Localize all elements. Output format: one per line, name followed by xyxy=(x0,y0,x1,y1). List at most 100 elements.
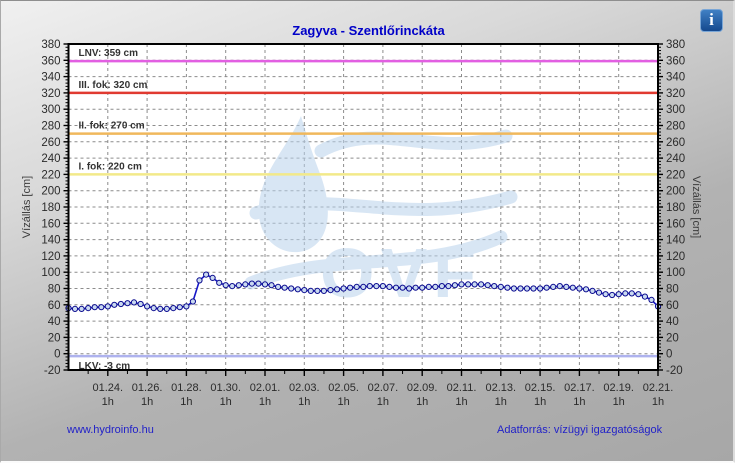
data-point-marker xyxy=(635,291,642,298)
wave-icon xyxy=(314,129,513,158)
data-point-marker xyxy=(275,283,282,290)
data-point-marker xyxy=(261,281,269,288)
data-point-marker xyxy=(556,283,563,290)
y-axis-tick-label: 120 xyxy=(666,251,685,263)
data-point-marker xyxy=(248,280,255,287)
data-point-marker xyxy=(189,298,196,305)
y-axis-tick-label: 360 xyxy=(41,55,60,67)
data-point-marker xyxy=(484,282,491,289)
x-axis-date-label: 02.09. xyxy=(407,382,438,394)
data-point-marker xyxy=(550,283,557,290)
data-point-marker xyxy=(491,283,498,290)
x-axis-date-label: 02.17. xyxy=(564,382,595,394)
data-point-marker xyxy=(451,282,458,289)
x-axis-interval-label: 1h xyxy=(337,396,349,408)
data-point-marker xyxy=(347,284,354,291)
y-axis-tick-label: 60 xyxy=(48,300,61,312)
x-axis-date-label: 02.13. xyxy=(486,382,517,394)
info-icon[interactable]: i xyxy=(700,9,723,32)
data-point-marker xyxy=(445,283,452,290)
data-point-marker xyxy=(117,300,125,308)
data-point-marker xyxy=(235,282,242,289)
data-point-marker xyxy=(314,287,321,294)
data-point-marker xyxy=(432,283,439,290)
data-point-marker xyxy=(366,283,373,290)
data-point-marker xyxy=(229,283,236,290)
data-point-marker xyxy=(91,304,98,311)
y-axis-tick-label: 200 xyxy=(41,186,60,198)
data-point-marker xyxy=(392,284,400,291)
data-point-marker xyxy=(340,285,347,292)
y-axis-tick-label: 40 xyxy=(666,316,679,328)
x-axis-date-label: 01.28. xyxy=(171,382,202,394)
data-point-marker xyxy=(150,305,157,312)
x-axis-interval-label: 1h xyxy=(455,396,467,408)
data-point-marker xyxy=(78,305,85,312)
x-axis-interval-label: 1h xyxy=(377,396,389,408)
x-axis-date-label: 01.26. xyxy=(132,382,163,394)
data-point-marker xyxy=(622,290,629,297)
data-point-marker xyxy=(373,283,380,290)
data-point-marker xyxy=(602,291,609,298)
y-axis-tick-label: -20 xyxy=(666,365,683,377)
data-point-marker xyxy=(209,274,216,281)
y-axis-tick-label: 280 xyxy=(41,121,60,133)
data-point-marker xyxy=(216,279,223,286)
x-axis-date-label: 02.19. xyxy=(603,382,634,394)
y-axis-tick-label: 220 xyxy=(666,169,685,181)
data-point-marker xyxy=(157,305,164,312)
y-axis-tick-label: 280 xyxy=(666,121,685,133)
y-axis-tick-label: 300 xyxy=(41,104,60,116)
y-axis-tick-label: 140 xyxy=(41,235,60,247)
data-point-marker xyxy=(412,284,419,291)
y-axis-tick-label: 180 xyxy=(666,202,685,214)
hydroinfo-link[interactable]: www.hydroinfo.hu xyxy=(67,424,154,436)
data-point-marker xyxy=(360,283,367,290)
x-axis-interval-label: 1h xyxy=(416,396,428,408)
x-axis-interval-label: 1h xyxy=(220,396,232,408)
x-axis-interval-label: 1h xyxy=(298,396,310,408)
data-point-marker xyxy=(504,284,511,291)
y-axis-title-left: Vízállás [cm] xyxy=(21,175,33,239)
y-axis-tick-label: 380 xyxy=(41,39,60,51)
y-axis-tick-label: 40 xyxy=(48,316,61,328)
y-axis-tick-label: 240 xyxy=(666,153,685,165)
data-point-marker xyxy=(648,296,655,303)
y-axis-tick-label: -20 xyxy=(44,365,61,377)
x-axis-interval-label: 1h xyxy=(102,396,114,408)
x-axis-interval-label: 1h xyxy=(534,396,546,408)
ref-line-label-fok2: II. fok: 270 cm xyxy=(79,121,145,132)
y-axis-tick-label: 380 xyxy=(666,39,685,51)
data-point-marker xyxy=(327,287,334,294)
y-axis-tick-label: 360 xyxy=(666,55,685,67)
data-point-marker xyxy=(406,285,413,292)
y-axis-tick-label: 100 xyxy=(41,267,60,279)
y-axis-title-right: Vízállás [cm] xyxy=(690,175,702,239)
data-point-marker xyxy=(641,293,649,300)
data-point-marker xyxy=(543,284,550,291)
data-point-marker xyxy=(563,283,570,290)
x-axis-date-label: 02.21. xyxy=(643,382,674,394)
data-point-marker xyxy=(386,283,393,290)
data-point-marker xyxy=(458,281,465,288)
wave-icon xyxy=(244,230,508,290)
data-point-marker xyxy=(130,299,138,306)
data-point-marker xyxy=(569,284,576,291)
data-point-marker xyxy=(497,283,504,290)
data-point-marker xyxy=(523,285,531,292)
data-point-marker xyxy=(294,286,301,293)
data-point-marker xyxy=(595,289,603,296)
y-axis-tick-label: 0 xyxy=(54,349,60,361)
data-point-marker xyxy=(137,300,144,308)
ref-line-label-lkv: LKV: -3 cm xyxy=(79,361,131,372)
x-axis-interval-label: 1h xyxy=(613,396,625,408)
x-axis-date-label: 02.01. xyxy=(250,382,281,394)
data-point-marker xyxy=(465,281,472,288)
data-point-marker xyxy=(163,305,170,312)
data-point-marker xyxy=(438,283,445,290)
data-point-marker xyxy=(222,282,229,289)
data-point-marker xyxy=(170,305,177,312)
data-point-marker xyxy=(628,290,635,297)
y-axis-tick-label: 80 xyxy=(48,284,61,296)
